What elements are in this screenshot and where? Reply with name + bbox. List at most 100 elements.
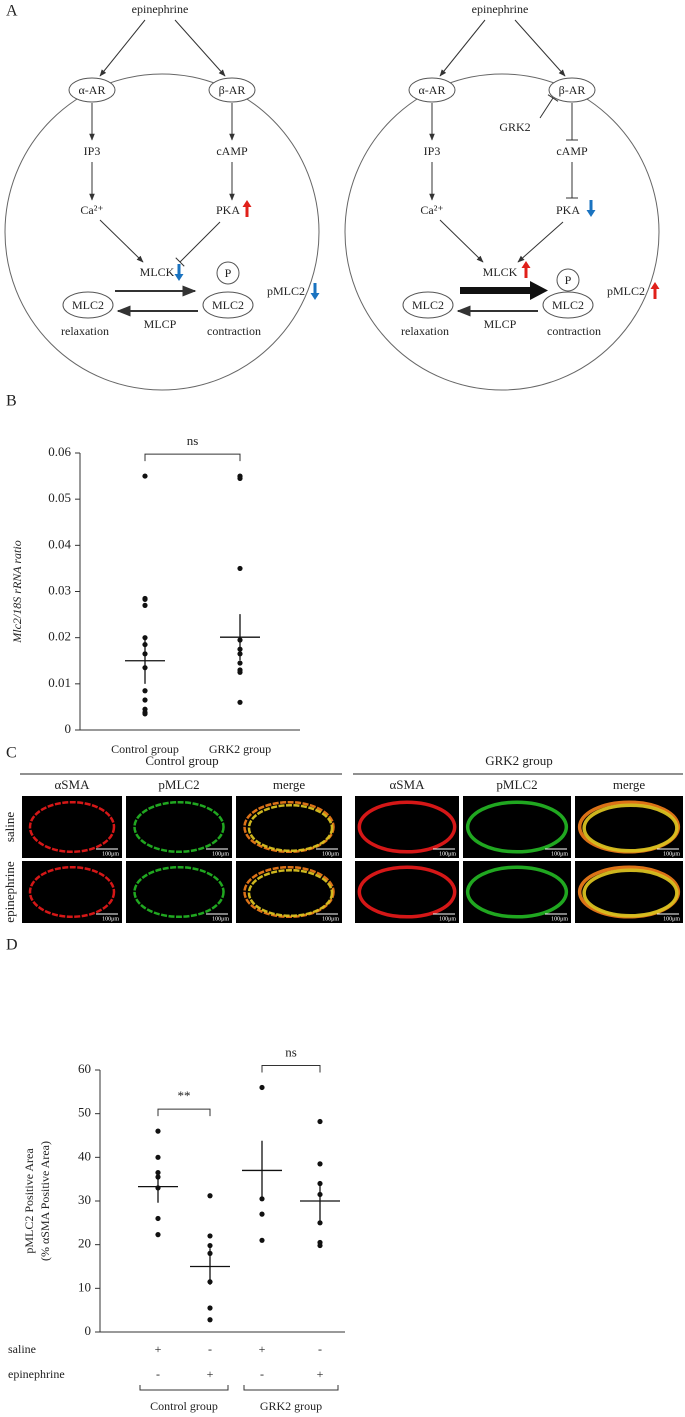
label: contraction xyxy=(547,324,601,338)
condition-mark: - xyxy=(260,1367,264,1381)
y-tick-label: 0.04 xyxy=(48,536,71,551)
node xyxy=(548,77,596,103)
micrograph xyxy=(463,861,571,923)
panel-label: D xyxy=(6,937,18,954)
condition-mark: - xyxy=(318,1342,322,1356)
condition-mark: + xyxy=(155,1342,162,1356)
data-point xyxy=(155,1232,161,1238)
y-tick-label: 0.02 xyxy=(48,629,71,644)
down-arrow xyxy=(310,283,320,300)
vessel-wall xyxy=(247,868,334,918)
label: β-AR xyxy=(559,83,586,97)
down-arrow xyxy=(586,200,596,217)
label: MLC2 xyxy=(552,298,584,312)
y-tick-label: 0 xyxy=(65,721,72,736)
micrograph xyxy=(22,796,122,858)
micrograph xyxy=(463,796,571,858)
y-tick-label: 20 xyxy=(78,1236,91,1251)
data-point xyxy=(259,1084,265,1091)
cell xyxy=(4,73,320,391)
node xyxy=(68,77,116,103)
significance-bracket xyxy=(157,1108,211,1117)
y-axis-label: pMLC2 Positive Area xyxy=(22,1148,36,1254)
vessel-wall xyxy=(247,803,334,853)
node xyxy=(208,77,256,103)
y-tick-label: 60 xyxy=(78,1061,91,1076)
data-point xyxy=(317,1118,323,1125)
data-point xyxy=(142,602,148,608)
arrow xyxy=(99,219,144,263)
y-tick-label: 40 xyxy=(78,1148,91,1163)
inhibition-line xyxy=(179,221,221,263)
arrow xyxy=(174,19,226,77)
down-arrow xyxy=(174,264,184,281)
panel-label: C xyxy=(6,745,17,762)
condition-mark: + xyxy=(317,1367,324,1381)
y-tick-label: 0.05 xyxy=(48,490,71,505)
label: MLCP xyxy=(144,317,177,331)
data-point xyxy=(237,669,243,675)
label: contraction xyxy=(207,324,261,338)
group-bracket xyxy=(243,1385,339,1391)
arrow xyxy=(514,19,566,77)
arrow xyxy=(99,19,146,77)
scale-bar-label: 100μm xyxy=(102,851,119,857)
vessel-wall xyxy=(133,800,225,854)
label: P xyxy=(565,273,572,287)
group-label: Control group xyxy=(150,1399,218,1413)
scale-bar-label: 100μm xyxy=(551,916,568,922)
inhibition-bar xyxy=(547,94,559,102)
scale-bar-label: 100μm xyxy=(551,851,568,857)
micrograph xyxy=(355,861,459,923)
data-point xyxy=(237,660,243,666)
node xyxy=(408,77,456,103)
data-point xyxy=(142,688,148,694)
data-point xyxy=(207,1242,213,1249)
label: epinephrine xyxy=(132,2,189,16)
group-label: Control group xyxy=(145,753,218,768)
label: MLCK xyxy=(140,265,175,279)
vessel-wall xyxy=(357,865,457,919)
label: IP3 xyxy=(84,144,101,158)
scale-bar-label: 100μm xyxy=(212,851,229,857)
vessel-wall xyxy=(357,800,457,854)
scale-bar-label: 100μm xyxy=(102,916,119,922)
vessel-wall xyxy=(582,868,679,918)
arrow xyxy=(439,219,484,263)
data-point xyxy=(207,1317,213,1323)
channel-label: pMLC2 xyxy=(158,777,199,792)
micrograph xyxy=(355,796,459,858)
condition-label: epinephrine xyxy=(8,1367,65,1381)
scale-bar-label: 100μm xyxy=(663,916,680,922)
data-point xyxy=(142,596,148,602)
label: GRK2 xyxy=(499,120,530,134)
scale-bar-label: 100μm xyxy=(212,916,229,922)
label: α-AR xyxy=(419,83,446,97)
label: cAMP xyxy=(556,144,588,158)
data-point xyxy=(317,1242,323,1249)
y-tick-label: 50 xyxy=(78,1105,91,1120)
y-axis-label: Mlc2/18S rRNA ratio xyxy=(10,540,24,643)
node xyxy=(202,291,254,319)
significance-bracket xyxy=(261,1064,321,1073)
node xyxy=(542,291,594,319)
x-tick-label: GRK2 group xyxy=(209,742,271,756)
condition-mark: + xyxy=(207,1367,214,1381)
up-arrow xyxy=(650,282,660,299)
data-point xyxy=(259,1211,265,1217)
y-tick-label: 0 xyxy=(85,1323,92,1338)
label: β-AR xyxy=(219,83,246,97)
data-point xyxy=(237,699,243,705)
vessel-wall xyxy=(582,803,679,853)
y-tick-label: 0.06 xyxy=(48,444,71,459)
group-bracket xyxy=(139,1385,229,1391)
condition-mark: - xyxy=(208,1342,212,1356)
label: IP3 xyxy=(424,144,441,158)
channel-label: αSMA xyxy=(55,777,91,792)
reaction-arrow xyxy=(460,281,548,300)
micrograph xyxy=(126,861,232,923)
data-point xyxy=(142,711,148,717)
panel-label: B xyxy=(6,393,17,410)
scale-bar-label: 100μm xyxy=(322,916,339,922)
